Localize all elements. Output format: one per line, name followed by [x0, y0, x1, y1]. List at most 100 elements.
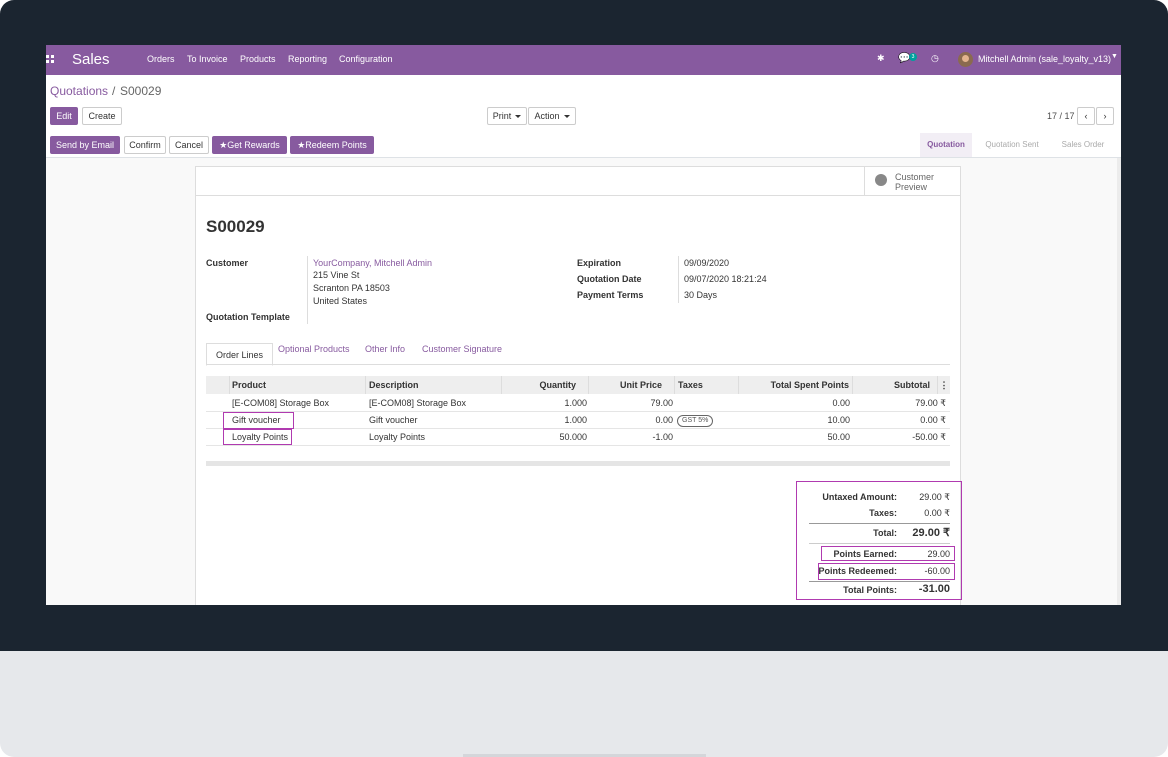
- column-taxes[interactable]: Taxes: [675, 376, 739, 394]
- get-rewards-button[interactable]: ★Get Rewards: [212, 136, 287, 154]
- column-options-icon[interactable]: ⋮: [938, 376, 950, 394]
- table-footer-bar: [206, 461, 950, 466]
- taxes-value: 0.00 ₹: [924, 508, 950, 518]
- menu-configuration[interactable]: Configuration: [339, 54, 393, 64]
- row2-unit-price[interactable]: 0.00: [655, 415, 673, 425]
- apps-menu-icon[interactable]: [46, 55, 55, 64]
- edit-button[interactable]: Edit: [50, 107, 78, 125]
- column-subtotal[interactable]: Subtotal: [853, 376, 938, 394]
- stand-edge: [463, 754, 706, 757]
- user-dropdown-icon[interactable]: ▼: [1111, 53, 1118, 60]
- messages-icon[interactable]: 💬: [898, 53, 911, 64]
- customer-link[interactable]: YourCompany, Mitchell Admin: [313, 258, 433, 268]
- highlight-points-redeemed: [818, 563, 955, 580]
- header-divider: [196, 195, 866, 196]
- field-divider: [678, 256, 679, 303]
- untaxed-label: Untaxed Amount:: [822, 492, 897, 502]
- highlight-loyalty-points: [223, 429, 292, 445]
- breadcrumb-quotations[interactable]: Quotations: [50, 84, 109, 98]
- address-line-2: Scranton PA 18503: [313, 283, 390, 293]
- row3-description[interactable]: Loyalty Points: [369, 432, 426, 442]
- menu-orders[interactable]: Orders: [147, 54, 175, 64]
- app-name: Sales: [72, 51, 110, 68]
- row1-quantity[interactable]: 1.000: [564, 398, 587, 408]
- chevron-left-icon: ‹: [1084, 111, 1088, 121]
- row3-unit-price[interactable]: -1.00: [652, 432, 673, 442]
- tab-order-lines[interactable]: Order Lines: [206, 343, 274, 366]
- customer-preview-line1: Customer: [895, 172, 935, 182]
- row-divider: [206, 411, 950, 412]
- row-divider: [206, 445, 950, 446]
- points-earned-value: 29.00: [927, 549, 950, 559]
- pager-next-button[interactable]: ›: [1096, 107, 1114, 125]
- menu-to-invoice[interactable]: To Invoice: [187, 54, 228, 64]
- row3-quantity[interactable]: 50.000: [559, 432, 587, 442]
- highlight-gift-voucher: [223, 412, 294, 429]
- column-unit-price[interactable]: Unit Price: [589, 376, 675, 394]
- row1-subtotal: 79.00 ₹: [915, 398, 946, 408]
- points-earned-label: Points Earned:: [833, 549, 897, 559]
- row2-description[interactable]: Gift voucher: [369, 415, 418, 425]
- totals-highlight-box: [796, 481, 962, 600]
- breadcrumb-separator: /: [112, 84, 116, 98]
- row2-quantity[interactable]: 1.000: [564, 415, 587, 425]
- row1-unit-price[interactable]: 79.00: [650, 398, 673, 408]
- star-icon: ★: [219, 140, 228, 150]
- confirm-button[interactable]: Confirm: [124, 136, 166, 154]
- field-divider: [307, 256, 308, 324]
- points-redeemed-label: Points Redeemed:: [818, 566, 897, 576]
- payment-terms-value[interactable]: 30 Days: [684, 290, 718, 300]
- column-description[interactable]: Description: [366, 376, 502, 394]
- untaxed-value: 29.00 ₹: [919, 492, 950, 502]
- customer-label: Customer: [206, 258, 249, 268]
- scrollbar[interactable]: [1117, 158, 1121, 605]
- chevron-right-icon: ›: [1103, 111, 1107, 121]
- menu-reporting[interactable]: Reporting: [288, 54, 328, 64]
- bug-icon[interactable]: ✱: [877, 53, 885, 63]
- caret-down-icon: [563, 115, 570, 119]
- stage-quotation[interactable]: Quotation: [920, 133, 972, 157]
- row1-product[interactable]: [E-COM08] Storage Box: [232, 398, 330, 408]
- row2-points: 10.00: [827, 415, 850, 425]
- print-dropdown[interactable]: Print: [487, 107, 527, 125]
- redeem-points-label: Redeem Points: [305, 140, 367, 150]
- column-total-spent-points[interactable]: Total Spent Points: [739, 376, 853, 394]
- row1-points: 0.00: [832, 398, 850, 408]
- user-menu[interactable]: Mitchell Admin (sale_loyalty_v13): [978, 54, 1112, 64]
- quotation-date-value[interactable]: 09/07/2020 18:21:24: [684, 274, 767, 284]
- row3-product[interactable]: Loyalty Points: [232, 432, 289, 442]
- stage-sales-order[interactable]: Sales Order: [1061, 140, 1105, 149]
- star-icon: ★: [297, 140, 306, 150]
- monitor-stand: [0, 651, 1168, 757]
- form-content-area: Customer Preview S00029 Customer YourCom…: [46, 158, 1121, 605]
- activity-clock-icon[interactable]: ◷: [931, 53, 939, 63]
- tab-optional-products[interactable]: Optional Products: [278, 344, 350, 354]
- action-dropdown[interactable]: Action: [528, 107, 576, 125]
- get-rewards-label: Get Rewards: [227, 140, 280, 150]
- app-screen: Sales Orders To Invoice Products Reporti…: [46, 45, 1121, 605]
- status-bar: Send by Email Confirm Cancel ★Get Reward…: [46, 133, 1121, 158]
- cancel-button[interactable]: Cancel: [169, 136, 209, 154]
- expiration-value[interactable]: 09/09/2020: [684, 258, 730, 268]
- row1-description[interactable]: [E-COM08] Storage Box: [369, 398, 467, 408]
- row2-product[interactable]: Gift voucher: [232, 415, 281, 425]
- address-line-3: United States: [313, 296, 368, 306]
- total-points-value: -31.00: [918, 583, 950, 595]
- column-quantity[interactable]: Quantity: [502, 376, 589, 394]
- customer-preview-button[interactable]: Customer Preview: [864, 167, 960, 196]
- column-product[interactable]: Product: [230, 376, 366, 394]
- redeem-points-button[interactable]: ★Redeem Points: [290, 136, 374, 154]
- menu-products[interactable]: Products: [240, 54, 276, 64]
- create-button[interactable]: Create: [82, 107, 122, 125]
- tab-other-info[interactable]: Other Info: [365, 344, 406, 354]
- form-sheet: Customer Preview S00029 Customer YourCom…: [195, 166, 962, 605]
- avatar[interactable]: [958, 52, 973, 67]
- caret-down-icon: [515, 115, 522, 119]
- tab-customer-signature[interactable]: Customer Signature: [422, 344, 503, 354]
- stage-quotation-sent[interactable]: Quotation Sent: [985, 140, 1039, 149]
- quotation-date-label: Quotation Date: [577, 274, 642, 284]
- totals-divider: [809, 523, 950, 524]
- action-label: Action: [534, 111, 560, 121]
- send-by-email-button[interactable]: Send by Email: [50, 136, 120, 154]
- pager-previous-button[interactable]: ‹: [1077, 107, 1095, 125]
